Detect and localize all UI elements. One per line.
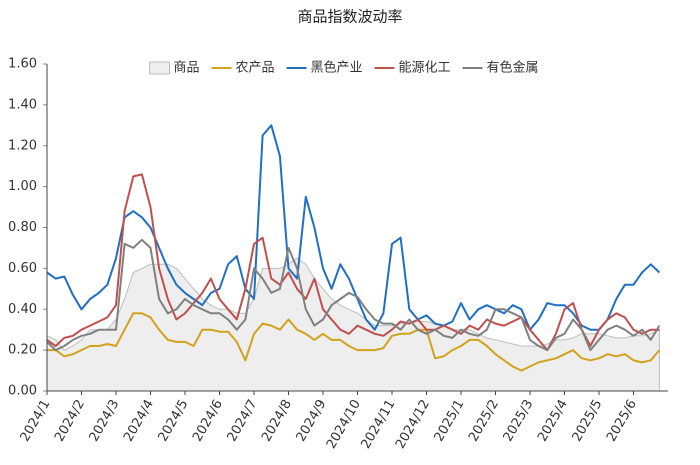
y-tick-label: 0.20 (8, 343, 37, 358)
x-tick-label: 2025/5 (570, 397, 606, 444)
y-tick-label: 1.60 (8, 57, 37, 72)
legend-label: 能源化工 (399, 61, 451, 76)
x-tick-label: 2025/1 (432, 397, 468, 444)
x-tick-label: 2025/6 (604, 397, 640, 444)
legend-swatch (149, 61, 170, 75)
x-tick-label: 2024/2 (52, 397, 88, 444)
line (46, 124, 661, 331)
y-tick-label: 0.00 (8, 384, 37, 399)
area (46, 257, 660, 392)
line (47, 312, 661, 372)
x-tick-label: 2024/3 (87, 397, 123, 444)
y-tick-label: 1.00 (8, 179, 37, 194)
x-tick-label: 2025/3 (501, 397, 537, 444)
x-tick-label: 2024/6 (190, 397, 226, 444)
x-tick-label: 2024/4 (121, 397, 157, 444)
line (46, 238, 661, 352)
y-tick-label: 0.80 (8, 220, 37, 235)
y-tick-label: 1.20 (8, 138, 37, 153)
legend-label: 商品 (174, 61, 200, 76)
line (46, 173, 660, 352)
x-tick-label: 2024/12 (393, 397, 433, 451)
legend-label: 黑色产业 (311, 60, 363, 76)
legend-label: 农产品 (236, 61, 275, 76)
y-tick-label: 0.60 (8, 261, 37, 276)
x-tick-label: 2024/1 (18, 397, 54, 444)
x-tick-label: 2024/8 (259, 397, 295, 444)
chart-title: 商品指数波动率 (297, 8, 402, 26)
x-tick-label: 2024/7 (225, 397, 261, 444)
x-tick-label: 2024/9 (294, 397, 330, 444)
legend-label: 有色金属 (487, 60, 539, 76)
y-tick-label: 1.40 (8, 97, 37, 112)
y-tick-label: 0.40 (8, 302, 37, 317)
x-tick-label: 2025/4 (535, 397, 571, 444)
x-tick-label: 2024/5 (156, 397, 192, 444)
x-tick-label: 2025/2 (466, 397, 502, 444)
